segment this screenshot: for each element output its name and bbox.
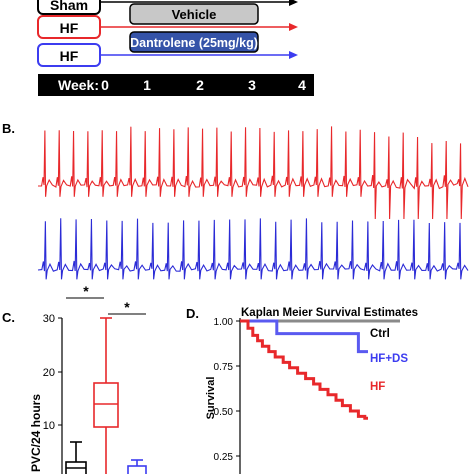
sham-box [37,0,101,15]
hf-box-iqr [93,382,119,428]
boxplot-sham [65,441,87,474]
boxplot-hfds [127,459,147,474]
hf-arrowhead [289,23,298,31]
km-tick-label: 0.75 [214,362,234,373]
legend-ctrl: Ctrl [370,328,390,340]
km-title: Kaplan Meier Survival Estimates [241,307,418,319]
week-bar [38,74,314,96]
dantrolene-box [129,31,259,53]
km-ylabel: Survival [205,377,217,420]
panel-c-ylabel: % PVC/24 hours [29,394,43,474]
km-series-hfds [240,319,368,354]
hf-label: HF [60,20,79,36]
week-tick-1: 1 [143,77,151,93]
sham-label: Sham [50,0,88,13]
week-tick-0: 0 [101,77,109,93]
km-series-hf [240,319,368,420]
week-tick-3: 3 [248,77,256,93]
panel-d-label: D. [186,306,199,321]
km-tick-label: 0.50 [214,407,234,418]
vehicle-box [129,3,259,25]
sig-star-1: * [83,283,89,299]
dantrolene-label: Dantrolene (25mg/kg) [130,36,258,50]
legend-hfds: HF+DS [370,353,408,365]
vehicle-label: Vehicle [172,7,217,22]
km-yticks: 1.00 0.75 0.50 0.25 [214,317,240,463]
week-tick-2: 2 [196,77,204,93]
km-tick-label: 1.00 [214,317,234,328]
week-tick-4: 4 [298,77,306,93]
sham-arrowhead [289,0,298,6]
boxplot-hf [93,317,119,474]
ecg-trace-hfds [37,218,469,280]
sham-box-iqr [65,461,87,474]
panel-c-ticklabel-30: 30 [43,313,55,325]
week-label: Week: [58,77,99,93]
panel-b-label: B. [2,121,15,136]
hfds-arrowhead [289,51,298,59]
hfds-box-iqr [127,465,147,474]
panel-c-label: C. [2,310,15,325]
panel-c-ticklabel-10: 10 [43,420,55,432]
km-tick-label: 0.25 [214,452,234,463]
legend-hf: HF [370,381,385,393]
ecg-trace-hf [37,126,469,220]
hfds-label: HF [60,48,79,64]
sig-star-2: * [124,299,130,315]
panel-c-ticklabel-20: 20 [43,367,55,379]
km-curves [240,319,400,420]
